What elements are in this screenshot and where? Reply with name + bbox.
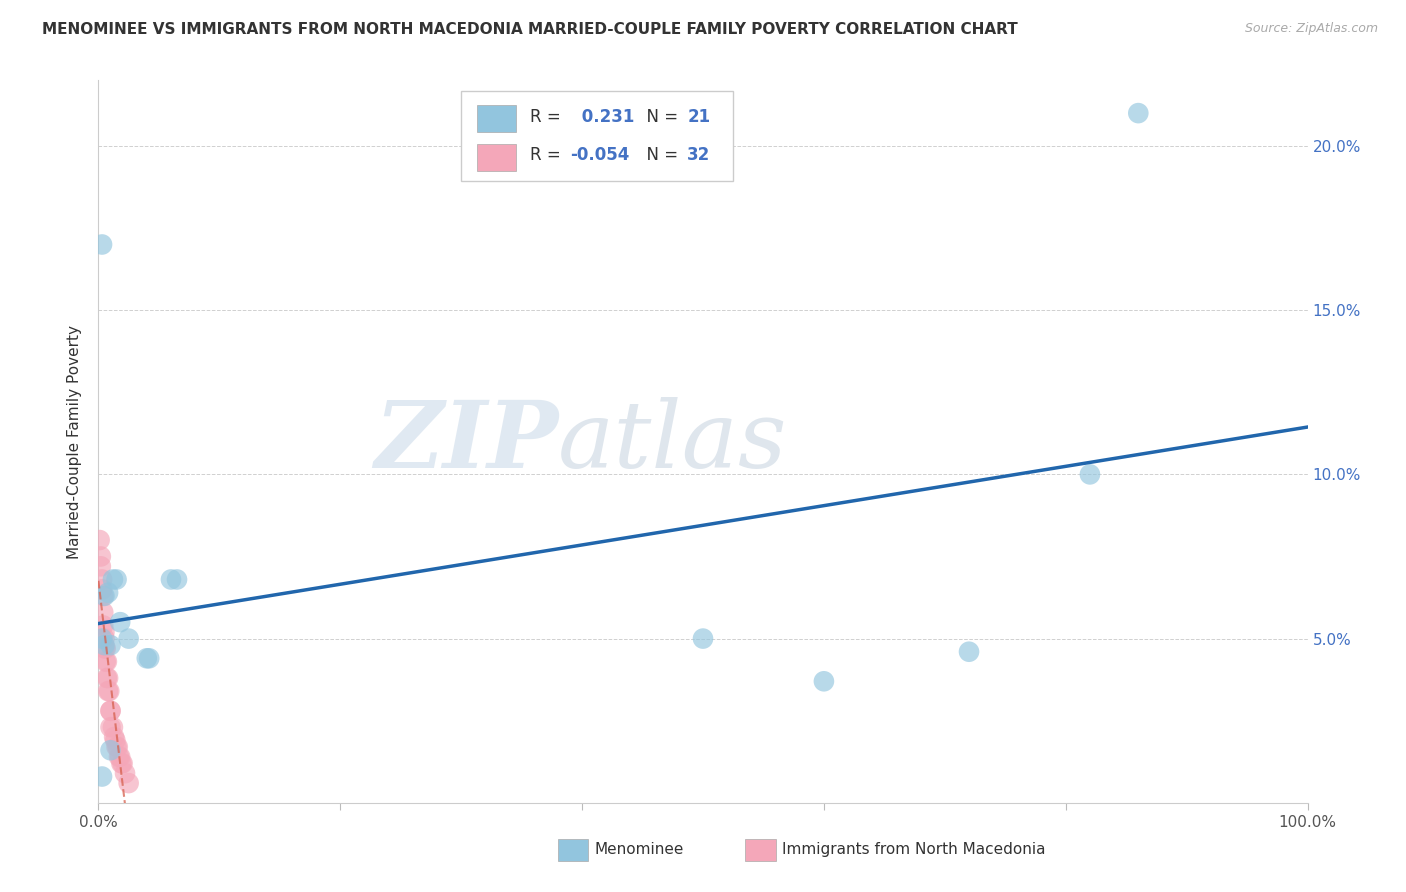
Point [118, 632, 141, 646]
Point [118, 776, 141, 790]
Text: 32: 32 [688, 146, 710, 164]
Point [93, 589, 115, 603]
Text: 21: 21 [688, 108, 710, 126]
Point [97, 585, 120, 599]
Point [93, 625, 115, 640]
Point [93, 641, 115, 656]
Point [138, 651, 160, 665]
Point [98, 684, 121, 698]
Point [91, 573, 114, 587]
Bar [745, 838, 776, 861]
Point [94, 655, 117, 669]
Text: atlas: atlas [558, 397, 787, 486]
Point [107, 739, 129, 754]
Point [100, 743, 122, 757]
Text: N =: N = [637, 146, 683, 164]
Point [166, 573, 188, 587]
Point [91, 605, 114, 619]
Point [91, 582, 114, 597]
Point [103, 730, 125, 744]
Text: Menominee: Menominee [595, 842, 683, 857]
Text: 0.231: 0.231 [576, 108, 634, 126]
Point [813, 674, 835, 689]
Text: Immigrants from North Macedonia: Immigrants from North Macedonia [782, 842, 1045, 857]
Point [114, 766, 136, 780]
Point [100, 720, 122, 734]
Point [108, 749, 131, 764]
Point [111, 756, 134, 771]
Point [101, 573, 124, 587]
Point [91, 618, 114, 632]
Point [108, 749, 131, 764]
Point [93, 632, 115, 646]
Point [96, 655, 118, 669]
Bar [477, 104, 516, 132]
Point [100, 638, 122, 652]
Bar [477, 144, 516, 171]
Text: Source: ZipAtlas.com: Source: ZipAtlas.com [1244, 22, 1378, 36]
Point [89, 533, 111, 547]
Point [110, 756, 132, 771]
Point [97, 684, 120, 698]
Point [94, 641, 117, 656]
Text: R =: R = [530, 146, 567, 164]
Point [135, 651, 157, 665]
Point [91, 770, 114, 784]
Point [100, 704, 122, 718]
Point [100, 704, 122, 718]
Text: MENOMINEE VS IMMIGRANTS FROM NORTH MACEDONIA MARRIED-COUPLE FAMILY POVERTY CORRE: MENOMINEE VS IMMIGRANTS FROM NORTH MACED… [42, 22, 1018, 37]
Point [160, 573, 183, 587]
Point [101, 720, 124, 734]
Point [91, 237, 114, 252]
Point [957, 645, 980, 659]
Point [105, 573, 128, 587]
Point [105, 739, 128, 754]
Point [104, 733, 127, 747]
Point [91, 632, 114, 646]
Point [96, 671, 118, 685]
Y-axis label: Married-Couple Family Poverty: Married-Couple Family Poverty [67, 325, 83, 558]
Text: R =: R = [530, 108, 567, 126]
Text: -0.054: -0.054 [569, 146, 630, 164]
Point [90, 559, 112, 574]
Text: ZIP: ZIP [374, 397, 558, 486]
Point [108, 615, 131, 630]
Point [93, 638, 115, 652]
Point [97, 671, 120, 685]
FancyBboxPatch shape [461, 91, 734, 181]
Point [1128, 106, 1150, 120]
Point [91, 589, 114, 603]
Point [1078, 467, 1101, 482]
Point [90, 549, 112, 564]
Text: N =: N = [637, 108, 683, 126]
Bar [558, 838, 588, 861]
Point [692, 632, 714, 646]
